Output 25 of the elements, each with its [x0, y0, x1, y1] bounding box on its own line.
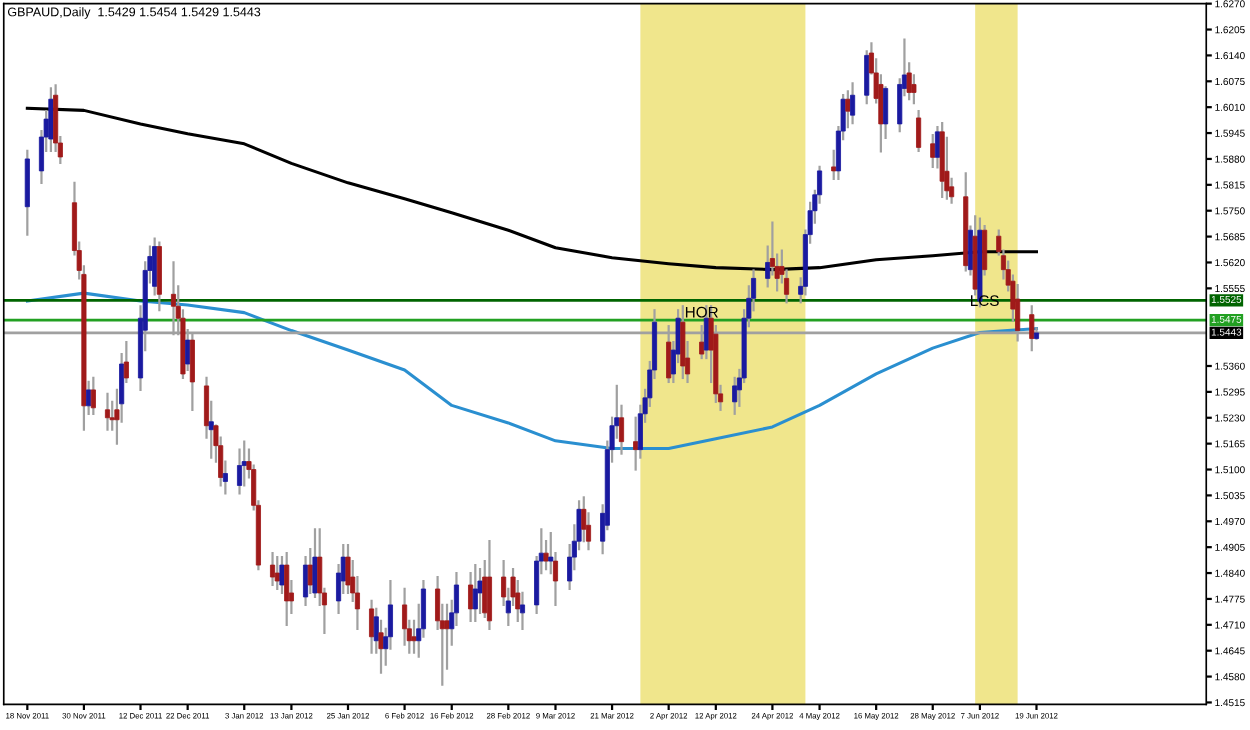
candlestick — [916, 110, 922, 153]
candlestick — [236, 448, 243, 495]
candlestick — [850, 82, 856, 125]
candlestick — [90, 376, 96, 415]
candlestick — [864, 50, 870, 105]
candlestick — [104, 392, 111, 431]
candlestick — [156, 241, 162, 312]
candlestick — [930, 133, 936, 169]
candlestick — [477, 567, 483, 614]
candlestick — [274, 556, 280, 591]
candlestick — [345, 544, 351, 595]
candlestick — [24, 149, 30, 236]
candlestick — [270, 552, 276, 587]
candlestick — [241, 440, 247, 487]
candlestick — [468, 571, 474, 622]
candlestick — [402, 587, 408, 646]
candlestick — [472, 563, 478, 622]
candlestick — [284, 552, 290, 626]
candlestick — [312, 528, 318, 599]
candlestick — [732, 376, 738, 415]
candlestick — [48, 87, 54, 153]
candlestick — [581, 496, 587, 543]
candlestick — [369, 599, 375, 654]
candlestick — [486, 540, 493, 630]
candlestick — [303, 556, 309, 607]
